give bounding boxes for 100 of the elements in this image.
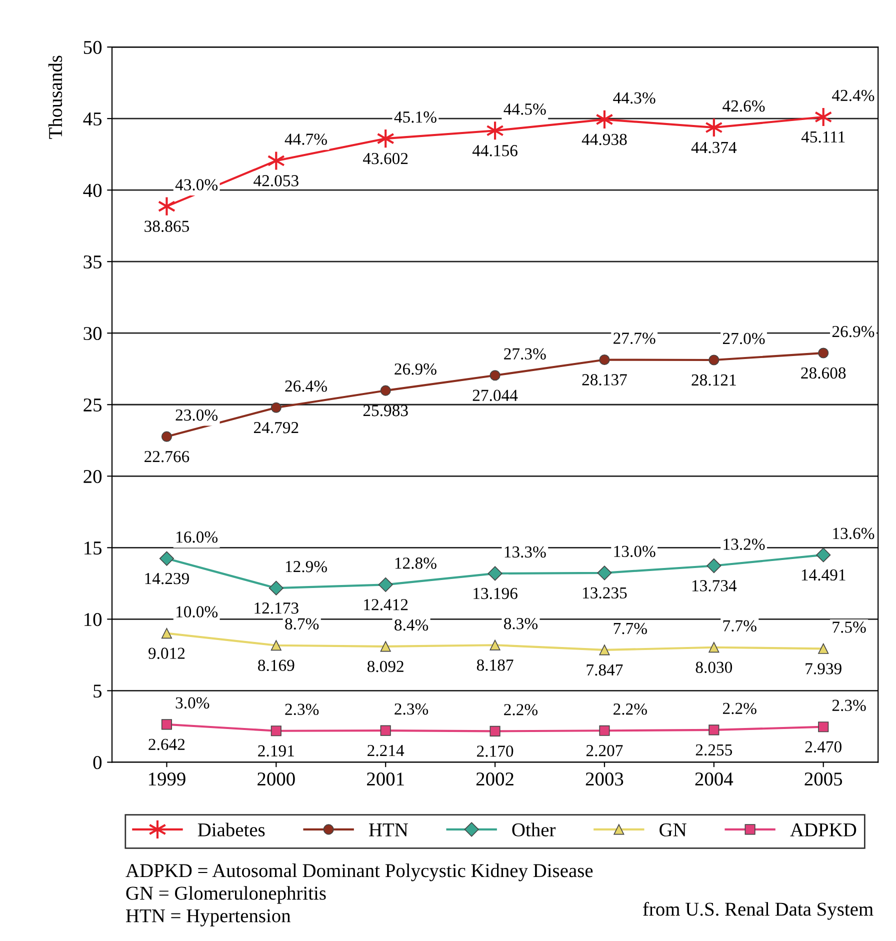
data-label: 2.170 [477,746,514,757]
data-label: 2.470 [805,741,842,753]
point [161,719,172,730]
annotation: 44.7% [284,134,327,145]
annotation: 12.9% [286,560,327,572]
point [596,109,614,130]
point [270,726,282,736]
data-label: 44.938 [582,134,627,146]
annotation: 13.0% [614,546,656,558]
x-tick-label: 2005 [804,772,842,786]
data-label: 7.939 [806,663,842,674]
annotation: 42.6% [722,100,765,112]
annotation: 3.0% [176,697,210,709]
legend-label: Diabetes [198,822,265,836]
y-tick-label: 15 [84,542,102,555]
annotation: 26.9% [832,326,874,338]
y-tick-label: 20 [84,470,102,484]
legend-label: ADPKD [790,823,856,836]
x-tick-label: 2000 [258,772,295,786]
point [161,431,172,442]
data-label: 2.214 [368,744,404,756]
point [270,402,282,413]
annotation: 13.3% [504,546,546,558]
annotation: 7.5% [832,622,866,633]
point [708,354,720,366]
annotation: 2.3% [394,703,428,715]
data-label: 45.111 [801,131,845,143]
annotation: 45.1% [394,111,436,123]
data-label: 8.030 [696,662,732,674]
point [380,641,391,652]
x-tick-label: 2003 [586,772,624,786]
annotation: 8.7% [285,618,319,630]
point [818,722,829,732]
data-label: 27.044 [472,390,518,402]
point [158,196,176,216]
point [705,117,723,138]
data-label: 12.173 [254,602,298,614]
x-tick-label: 1999 [148,772,186,786]
point [159,551,174,566]
data-label: 8.187 [476,659,514,671]
data-label: 13.235 [583,587,627,599]
data-label: 8.169 [258,660,294,672]
data-label: 24.792 [254,422,298,434]
data-label: 13.196 [474,588,518,600]
y-tick-label: 40 [83,184,102,198]
y-tick-label: 45 [83,112,102,126]
point [490,370,500,381]
y-tick-label: 30 [84,326,102,340]
annotation: 26.9% [394,363,436,375]
y-tick-label: 25 [84,398,102,412]
data-label: 28.121 [692,374,736,386]
data-label: 38.865 [144,220,189,232]
annotation: 27.3% [504,348,546,360]
data-label: 13.734 [692,580,737,592]
y-tick-label: 10 [84,612,102,626]
annotation: 26.4% [285,380,327,392]
data-label: 8.092 [367,660,404,672]
point [380,385,391,396]
point [818,348,829,358]
point [378,577,393,592]
annotation: 23.0% [176,409,218,421]
point [599,725,610,736]
text: GN = Glomerulonephritis [126,886,326,904]
point [380,725,391,736]
annotation: 42.4% [832,90,874,102]
point [706,558,722,574]
annotation: 16.0% [176,531,218,543]
data-label: 42.053 [254,175,298,186]
point [708,642,720,653]
data-label: 14.491 [802,569,846,581]
point [599,644,610,656]
point [708,724,720,736]
point [597,566,612,580]
annotation: 44.3% [613,92,656,104]
data-label: 12.412 [364,599,408,610]
data-label: 2.255 [696,744,732,756]
annotation: 7.7% [614,622,647,634]
point [488,566,502,581]
legend-label: GN [660,823,686,836]
annotation: 7.7% [723,620,756,632]
point [161,628,172,639]
point [270,640,282,651]
point [816,548,831,562]
text: HTN = Hypertension [126,909,291,926]
data-label: 28.137 [582,374,627,386]
x-tick-label: 2001 [367,772,404,786]
y-tick-label: 35 [84,255,102,269]
data-label: 2.191 [258,745,294,757]
annotation: 13.2% [724,538,765,550]
data-label: 2.642 [148,738,185,750]
point [490,640,500,650]
annotation: 12.8% [395,558,436,569]
x-tick-label: 2004 [695,772,734,786]
data-label: 22.766 [144,451,190,462]
annotation: 2.2% [614,704,647,715]
data-label: 43.602 [363,152,408,164]
legend-label: HTN [368,824,408,836]
annotation: 2.3% [832,700,866,712]
text: ADPKD = Autosomal Dominant Polycystic Kidney Disease [126,864,593,882]
data-label: 14.239 [145,572,189,584]
